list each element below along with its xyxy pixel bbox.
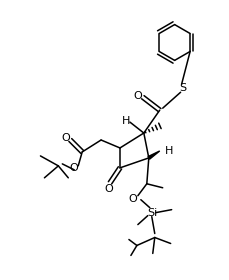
Text: S: S: [178, 83, 185, 93]
Text: O: O: [104, 184, 113, 194]
Text: O: O: [61, 133, 69, 143]
Text: O: O: [133, 91, 142, 101]
Text: H: H: [164, 146, 172, 156]
Polygon shape: [147, 151, 159, 159]
Text: Si: Si: [147, 208, 157, 218]
Text: O: O: [68, 163, 77, 173]
Text: O: O: [128, 194, 137, 204]
Text: H: H: [121, 116, 130, 126]
